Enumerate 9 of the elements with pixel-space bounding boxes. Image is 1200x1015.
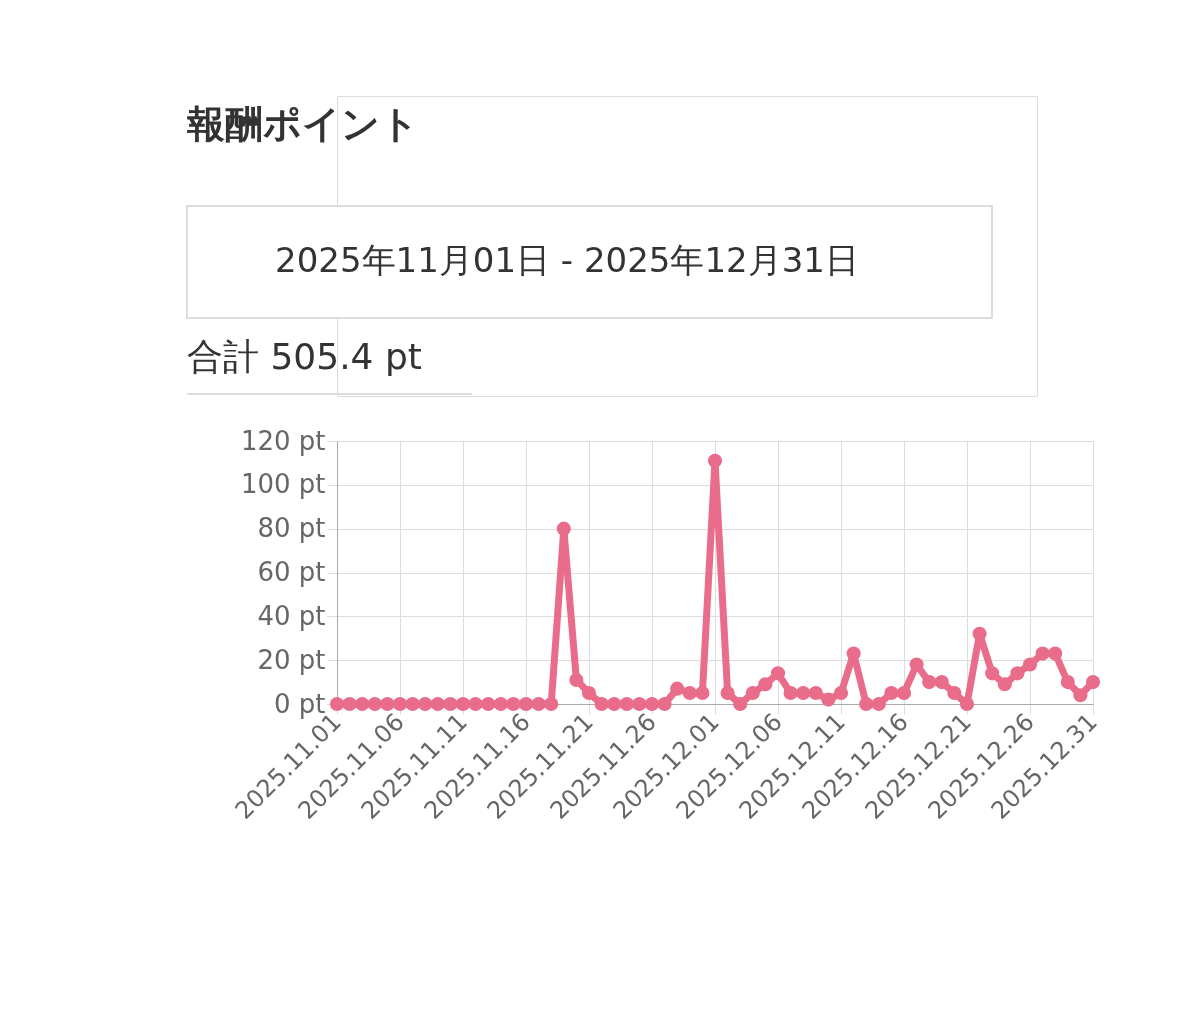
y-tick-label: 120 pt — [240, 425, 326, 456]
y-tick-label: 40 pt — [257, 600, 326, 631]
chart-title: 報酬ポイント — [187, 102, 419, 146]
chart-subtitle: 2025年11月01日 - 2025年12月31日 — [275, 240, 859, 280]
text: 合計 505.4 pt — [187, 336, 422, 377]
y-tick-label: 100 pt — [240, 469, 326, 500]
y-tick-label: 20 pt — [257, 644, 326, 675]
y-tick-label: 60 pt — [257, 557, 326, 587]
y-tick-label: 80 pt — [257, 513, 326, 544]
